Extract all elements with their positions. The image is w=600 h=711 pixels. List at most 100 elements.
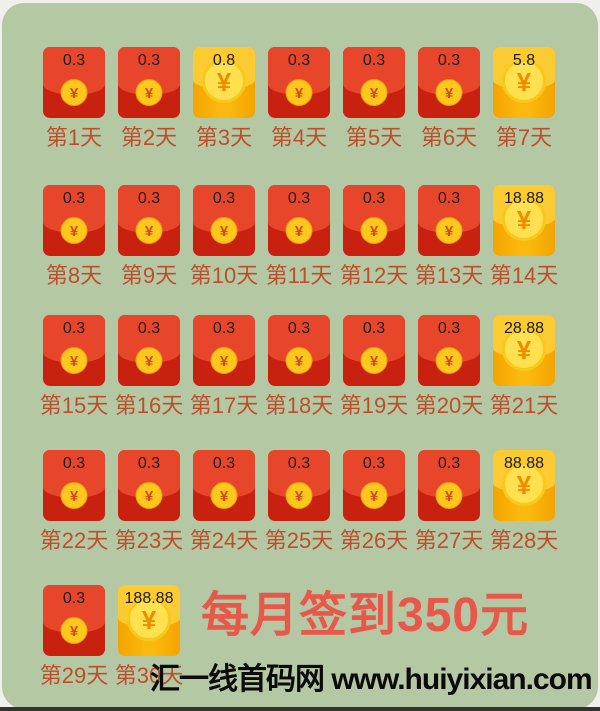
checkin-calendar-panel: ¥0.3 第1天 ¥0.3 第2天 ¥0.8 第3天 ¥0.3 第4天 ¥0.3 第5天 ¥0.3 第… (2, 3, 598, 709)
red-envelope[interactable]: ¥0.3 (193, 450, 255, 521)
red-envelope[interactable]: ¥0.3 (268, 185, 330, 256)
envelope-amount: 0.3 (62, 190, 86, 207)
day-cell-9: ¥0.3 第9天 (118, 185, 180, 289)
day-label: 第14天 (489, 263, 559, 288)
day-label: 第27天 (414, 528, 484, 553)
envelope-amount: 0.3 (137, 52, 161, 69)
red-envelope[interactable]: ¥0.3 (343, 47, 405, 118)
yuan-coin-icon: ¥ (60, 482, 88, 509)
day-label: 第21天 (489, 393, 559, 418)
yuan-coin-icon: ¥ (60, 347, 88, 374)
day-label: 第17天 (189, 393, 259, 418)
envelope-amount: 0.3 (362, 455, 386, 472)
red-envelope[interactable]: ¥0.3 (193, 315, 255, 386)
day-label: 第18天 (264, 393, 334, 418)
day-label: 第15天 (39, 393, 109, 418)
yuan-coin-icon: ¥ (502, 462, 546, 506)
gold-envelope[interactable]: ¥18.88 (493, 185, 555, 256)
envelope-amount: 88.88 (503, 455, 545, 472)
red-envelope[interactable]: ¥0.3 (343, 315, 405, 386)
yuan-coin-icon: ¥ (360, 347, 388, 374)
yuan-coin-icon: ¥ (60, 79, 88, 106)
envelope-amount: 0.3 (212, 190, 236, 207)
day-label: 第29天 (39, 663, 109, 688)
red-envelope[interactable]: ¥0.3 (268, 315, 330, 386)
envelope-row-1: ¥0.3 第1天 ¥0.3 第2天 ¥0.8 第3天 ¥0.3 第4天 ¥0.3 第5天 ¥0.3 第… (43, 47, 598, 151)
red-envelope[interactable]: ¥0.3 (343, 450, 405, 521)
red-envelope[interactable]: ¥0.3 (193, 185, 255, 256)
day-label: 第3天 (195, 125, 253, 150)
red-envelope[interactable]: ¥0.3 (343, 185, 405, 256)
day-label: 第19天 (339, 393, 409, 418)
day-cell-19: ¥0.3 第19天 (339, 315, 409, 419)
envelope-row-3: ¥0.3 第15天 ¥0.3 第16天 ¥0.3 第17天 ¥0.3 第18天 ¥0.3 第19天… (39, 315, 598, 419)
yuan-coin-icon: ¥ (210, 217, 238, 244)
day-label: 第26天 (339, 528, 409, 553)
watermark-site-text: 汇一线首码网 www.huiyixian.com (150, 663, 593, 696)
red-envelope[interactable]: ¥0.3 (418, 315, 480, 386)
envelope-amount: 0.3 (437, 52, 461, 69)
monthly-promo-text: 每月签到350元 (201, 589, 530, 642)
envelope-amount: 0.3 (212, 320, 236, 337)
day-label: 第2天 (120, 125, 178, 150)
yuan-coin-icon: ¥ (360, 217, 388, 244)
envelope-grid: ¥0.3 第1天 ¥0.3 第2天 ¥0.8 第3天 ¥0.3 第4天 ¥0.3 第5天 ¥0.3 第… (2, 47, 598, 689)
day-cell-25: ¥0.3 第25天 (265, 450, 333, 554)
gold-envelope[interactable]: ¥88.88 (493, 450, 555, 521)
yuan-coin-icon: ¥ (210, 482, 238, 509)
gold-envelope[interactable]: ¥28.88 (493, 315, 555, 386)
day-label: 第16天 (114, 393, 184, 418)
yuan-coin-icon: ¥ (210, 347, 238, 374)
yuan-coin-icon: ¥ (285, 217, 313, 244)
red-envelope[interactable]: ¥0.3 (418, 185, 480, 256)
day-label: 第6天 (420, 125, 478, 150)
day-label: 第7天 (495, 125, 553, 150)
day-label: 第24天 (189, 528, 259, 553)
day-cell-27: ¥0.3 第27天 (414, 450, 484, 554)
red-envelope[interactable]: ¥0.3 (118, 185, 180, 256)
day-label: 第20天 (414, 393, 484, 418)
day-cell-5: ¥0.3 第5天 (343, 47, 405, 151)
day-cell-8: ¥0.3 第8天 (43, 185, 105, 289)
envelope-amount: 0.3 (212, 455, 236, 472)
red-envelope[interactable]: ¥0.3 (43, 185, 105, 256)
envelope-amount: 0.3 (362, 190, 386, 207)
day-cell-17: ¥0.3 第17天 (189, 315, 259, 419)
day-label: 第10天 (189, 263, 259, 288)
day-cell-24: ¥0.3 第24天 (189, 450, 259, 554)
day-cell-10: ¥0.3 第10天 (189, 185, 259, 289)
red-envelope[interactable]: ¥0.3 (118, 315, 180, 386)
day-cell-1: ¥0.3 第1天 (43, 47, 105, 151)
red-envelope[interactable]: ¥0.3 (418, 47, 480, 118)
gold-envelope[interactable]: ¥0.8 (193, 47, 255, 118)
gold-envelope[interactable]: ¥188.88 (118, 585, 180, 656)
red-envelope[interactable]: ¥0.3 (268, 47, 330, 118)
yuan-coin-icon: ¥ (435, 482, 463, 509)
red-envelope[interactable]: ¥0.3 (118, 450, 180, 521)
red-envelope[interactable]: ¥0.3 (43, 450, 105, 521)
red-envelope[interactable]: ¥0.3 (118, 47, 180, 118)
yuan-coin-icon: ¥ (435, 217, 463, 244)
yuan-coin-icon: ¥ (127, 597, 171, 641)
yuan-coin-icon: ¥ (135, 482, 163, 509)
envelope-amount: 0.3 (287, 455, 311, 472)
envelope-amount: 0.3 (437, 320, 461, 337)
day-cell-18: ¥0.3 第18天 (264, 315, 334, 419)
red-envelope[interactable]: ¥0.3 (43, 47, 105, 118)
envelope-amount: 0.3 (437, 455, 461, 472)
envelope-amount: 28.88 (503, 320, 545, 337)
red-envelope[interactable]: ¥0.3 (418, 450, 480, 521)
yuan-coin-icon: ¥ (502, 327, 546, 371)
day-cell-13: ¥0.3 第13天 (415, 185, 483, 289)
red-envelope[interactable]: ¥0.3 (268, 450, 330, 521)
day-cell-4: ¥0.3 第4天 (268, 47, 330, 151)
envelope-row-5: ¥0.3 第29天 ¥188.88 第30天 (39, 585, 598, 689)
gold-envelope[interactable]: ¥5.8 (493, 47, 555, 118)
day-label: 第28天 (489, 528, 559, 553)
red-envelope[interactable]: ¥0.3 (43, 315, 105, 386)
envelope-amount: 188.88 (124, 590, 174, 607)
envelope-amount: 0.3 (362, 320, 386, 337)
red-envelope[interactable]: ¥0.3 (43, 585, 105, 656)
envelope-row-4: ¥0.3 第22天 ¥0.3 第23天 ¥0.3 第24天 ¥0.3 第25天 ¥0.3 第26天… (40, 450, 598, 554)
